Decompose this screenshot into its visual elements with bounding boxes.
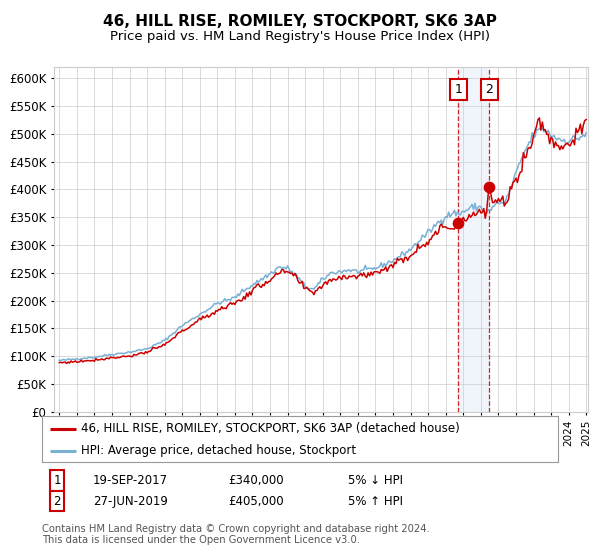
Text: 1: 1 xyxy=(53,474,61,487)
Text: 2: 2 xyxy=(485,83,493,96)
Bar xyxy=(458,67,490,412)
Text: £340,000: £340,000 xyxy=(228,474,284,487)
Text: HPI: Average price, detached house, Stockport: HPI: Average price, detached house, Stoc… xyxy=(80,444,356,457)
Text: 19-SEP-2017: 19-SEP-2017 xyxy=(93,474,168,487)
Text: 2: 2 xyxy=(53,494,61,508)
Point xyxy=(454,218,463,227)
Text: Contains HM Land Registry data © Crown copyright and database right 2024.
This d: Contains HM Land Registry data © Crown c… xyxy=(42,524,430,545)
Text: Price paid vs. HM Land Registry's House Price Index (HPI): Price paid vs. HM Land Registry's House … xyxy=(110,30,490,43)
Text: 5% ↑ HPI: 5% ↑ HPI xyxy=(348,494,403,508)
Text: 5% ↓ HPI: 5% ↓ HPI xyxy=(348,474,403,487)
Text: 27-JUN-2019: 27-JUN-2019 xyxy=(93,494,168,508)
Text: 46, HILL RISE, ROMILEY, STOCKPORT, SK6 3AP (detached house): 46, HILL RISE, ROMILEY, STOCKPORT, SK6 3… xyxy=(80,422,460,436)
Text: 46, HILL RISE, ROMILEY, STOCKPORT, SK6 3AP: 46, HILL RISE, ROMILEY, STOCKPORT, SK6 3… xyxy=(103,14,497,29)
Point xyxy=(485,182,494,191)
Text: £405,000: £405,000 xyxy=(228,494,284,508)
Text: 1: 1 xyxy=(454,83,463,96)
